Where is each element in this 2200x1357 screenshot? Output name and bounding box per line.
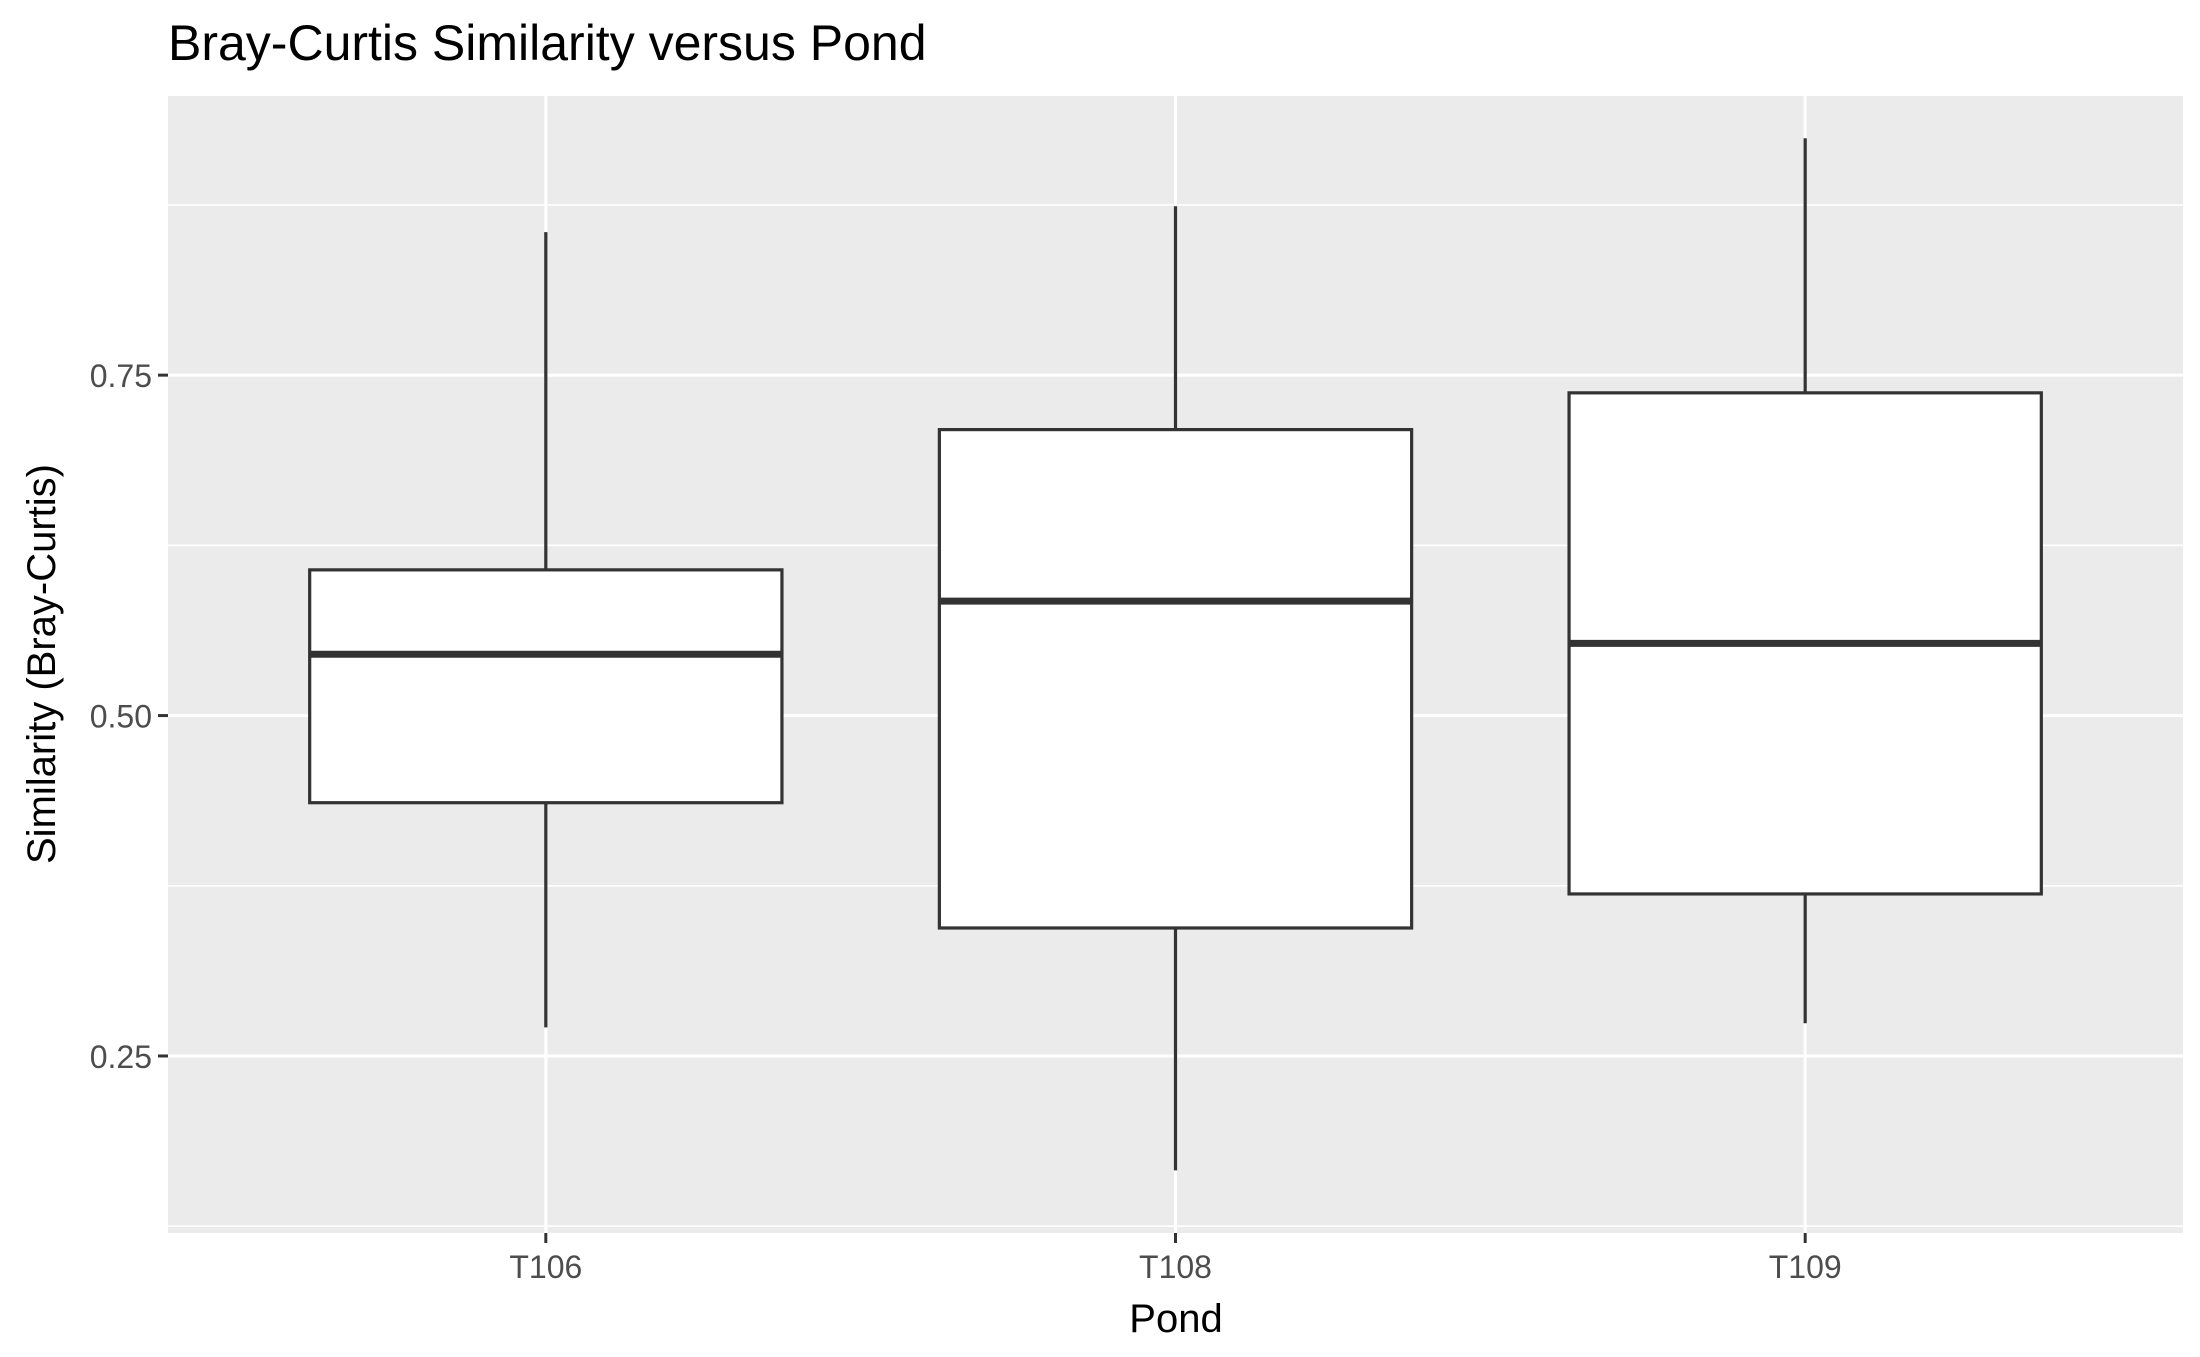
chart-title: Bray-Curtis Similarity versus Pond	[168, 15, 927, 71]
x-axis-title: Pond	[1129, 1297, 1222, 1341]
box-t108	[937, 206, 1414, 1171]
y-axis-title: Similarity (Bray-Curtis)	[20, 464, 64, 864]
box-iqr	[937, 428, 1414, 930]
y-axis: 0.25 0.50 0.75	[90, 358, 168, 1075]
x-axis: T106 T108 T109	[509, 1233, 1842, 1285]
x-tick-label: T108	[1139, 1249, 1212, 1285]
y-tick-label: 0.50	[90, 699, 152, 735]
y-tick-label: 0.25	[90, 1039, 152, 1075]
x-tick-label: T106	[509, 1249, 582, 1285]
x-tick-label: T109	[1769, 1249, 1842, 1285]
box-series	[308, 138, 2043, 1171]
box-iqr	[308, 568, 784, 805]
box-t109	[1567, 138, 2043, 1024]
y-tick-label: 0.75	[90, 358, 152, 394]
box-t106	[308, 232, 784, 1028]
